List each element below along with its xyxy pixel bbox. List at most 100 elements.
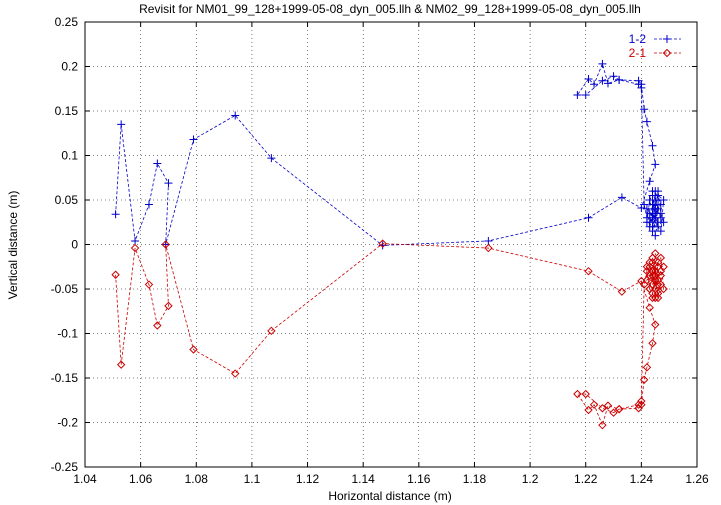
plus-point <box>153 159 162 168</box>
diamond-point <box>662 48 672 58</box>
legend: 1-22-1 <box>629 32 681 60</box>
series-1-2 <box>111 59 668 250</box>
diamond-point <box>231 369 240 378</box>
data-series <box>111 59 668 430</box>
diamond-point <box>189 345 198 354</box>
diamond-point <box>116 360 126 369</box>
diamond-point <box>164 301 173 311</box>
grid-lines <box>85 22 697 467</box>
y-tick-label: -0.1 <box>57 327 78 341</box>
x-tick-label: 1.08 <box>185 472 209 486</box>
diamond-point <box>130 243 140 253</box>
plus-point <box>642 117 651 126</box>
plus-point <box>659 196 668 204</box>
plus-point <box>648 200 657 209</box>
diamond-point <box>645 284 654 294</box>
plus-point <box>648 209 657 218</box>
y-tick-label: 0.1 <box>61 149 78 163</box>
diamond-point <box>161 240 170 249</box>
plus-point <box>117 120 126 129</box>
diamond-point <box>648 253 657 263</box>
plus-point <box>378 241 387 250</box>
diamond-point <box>656 266 666 276</box>
diamond-point <box>589 400 599 409</box>
x-tick-label: 1.06 <box>129 472 153 486</box>
axis-ticks: 1.04 1.06 1.08 1.1 1.12 1.14 1.16 1.18 1.2 1.22 1.… <box>51 15 709 486</box>
plus-point <box>656 227 665 236</box>
diamond-point <box>584 405 593 415</box>
plus-point <box>584 74 593 83</box>
diamond-point <box>653 258 663 267</box>
plus-point <box>640 105 649 114</box>
plus-point <box>651 160 660 169</box>
plus-point <box>645 196 654 204</box>
diamond-point <box>634 404 643 413</box>
diamond-point <box>153 321 162 330</box>
plus-point <box>231 111 240 120</box>
diamond-point <box>642 262 652 271</box>
diamond-point <box>642 275 652 285</box>
plus-point <box>640 200 649 209</box>
x-axis-label: Horizontal distance (m) <box>328 489 451 503</box>
y-tick-label: -0.05 <box>51 282 79 296</box>
diamond-point <box>651 293 660 303</box>
y-tick-label: -0.15 <box>51 371 79 385</box>
plus-point <box>598 76 607 85</box>
diamond-point <box>581 389 590 399</box>
diamond-point <box>645 303 654 312</box>
x-tick-label: 1.2 <box>522 472 539 486</box>
diamond-point <box>648 293 657 303</box>
diamond-point <box>584 266 593 276</box>
chart-title: Revisit for NM01_99_128+1999-05-08_dyn_0… <box>139 2 641 16</box>
series-2-1 <box>111 239 668 430</box>
plus-point <box>654 191 663 200</box>
plus-point <box>615 75 624 84</box>
plus-point <box>663 35 671 43</box>
plus-point <box>654 204 663 213</box>
x-tick-label: 1.18 <box>463 472 487 486</box>
diamond-point <box>653 293 663 303</box>
diamond-point <box>603 401 613 410</box>
x-tick-label: 1.24 <box>630 472 654 486</box>
plus-point <box>637 83 646 92</box>
diamond-point <box>144 280 154 289</box>
y-tick-label: -0.2 <box>57 416 78 430</box>
plus-point <box>581 90 590 99</box>
diamond-point <box>609 408 618 417</box>
diamond-point <box>648 339 657 348</box>
diamond-point <box>637 396 646 406</box>
diamond-point <box>598 420 607 430</box>
plus-point <box>642 218 651 227</box>
diamond-point <box>645 262 654 271</box>
y-tick-label: 0.15 <box>55 104 79 118</box>
y-tick-label: 0 <box>71 238 78 252</box>
y-tick-label: -0.25 <box>51 460 79 474</box>
diamond-point <box>484 243 493 253</box>
x-tick-label: 1.1 <box>244 472 261 486</box>
plus-point <box>584 213 593 222</box>
plus-point <box>656 200 665 209</box>
diamond-point <box>111 270 120 279</box>
x-tick-label: 1.16 <box>407 472 431 486</box>
plus-point <box>651 187 660 196</box>
y-axis-label: Vertical distance (m) <box>6 191 20 300</box>
diamond-point <box>267 326 276 336</box>
diamond-point <box>617 287 627 296</box>
x-tick-label: 1.04 <box>73 472 97 486</box>
plus-point <box>648 227 657 236</box>
diamond-point <box>651 320 660 329</box>
y-tick-label: 0.2 <box>61 60 78 74</box>
plus-point <box>603 79 612 88</box>
plus-point <box>144 200 153 209</box>
diamond-point <box>614 404 624 414</box>
plus-point <box>648 141 657 150</box>
diamond-point <box>639 375 649 384</box>
plus-point <box>189 135 198 144</box>
plus-point <box>267 154 276 163</box>
plus-point <box>131 236 140 245</box>
plus-point <box>164 179 173 188</box>
x-tick-label: 1.12 <box>296 472 320 486</box>
x-tick-label: 1.26 <box>685 472 709 486</box>
plus-point <box>651 231 660 240</box>
